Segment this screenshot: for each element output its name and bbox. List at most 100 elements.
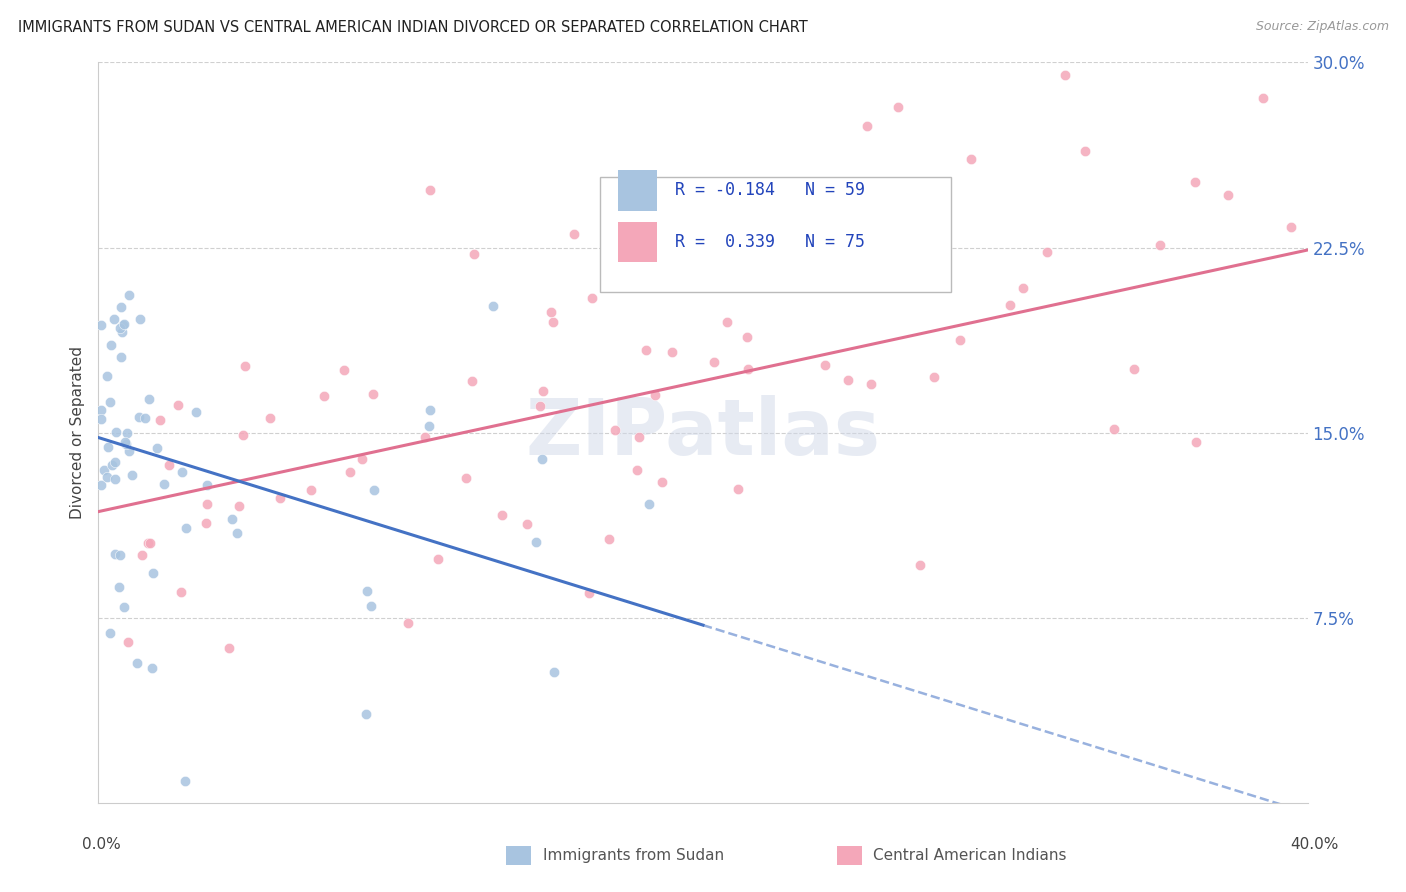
Point bbox=[104, 425, 127, 439]
Text: R = -0.184   N = 59: R = -0.184 N = 59 bbox=[675, 181, 865, 199]
Point bbox=[856, 119, 879, 133]
FancyBboxPatch shape bbox=[619, 169, 657, 211]
Point bbox=[90, 403, 112, 417]
Point bbox=[138, 392, 160, 406]
Point bbox=[960, 152, 983, 166]
Point bbox=[118, 444, 141, 458]
Point bbox=[194, 516, 217, 531]
Point bbox=[121, 468, 143, 483]
Point bbox=[419, 402, 441, 417]
Point bbox=[837, 373, 859, 387]
Point bbox=[628, 430, 651, 444]
Point bbox=[1123, 361, 1146, 376]
Point bbox=[350, 452, 373, 467]
Point bbox=[562, 227, 585, 242]
Point bbox=[108, 580, 131, 594]
Point bbox=[269, 491, 291, 506]
Point bbox=[225, 526, 247, 541]
Point bbox=[131, 549, 153, 563]
Point bbox=[949, 334, 972, 348]
Point bbox=[197, 497, 219, 511]
Point bbox=[112, 600, 135, 615]
Point bbox=[626, 463, 648, 477]
Point bbox=[524, 535, 547, 549]
Point bbox=[1279, 220, 1302, 235]
FancyBboxPatch shape bbox=[619, 221, 657, 262]
Point bbox=[169, 585, 191, 599]
Point bbox=[232, 427, 254, 442]
Point bbox=[128, 410, 150, 425]
Point bbox=[157, 458, 180, 472]
Point bbox=[90, 411, 112, 425]
Point bbox=[111, 318, 134, 332]
Point bbox=[1251, 91, 1274, 105]
Point bbox=[110, 548, 132, 562]
Point bbox=[93, 463, 115, 477]
Point bbox=[543, 665, 565, 679]
Point bbox=[603, 423, 626, 437]
Point bbox=[101, 458, 124, 472]
Point bbox=[651, 475, 673, 490]
Point bbox=[1149, 238, 1171, 252]
Y-axis label: Divorced or Separated: Divorced or Separated bbox=[70, 346, 86, 519]
Point bbox=[427, 551, 450, 566]
Point bbox=[530, 451, 553, 466]
Point bbox=[218, 640, 240, 655]
Point bbox=[153, 476, 176, 491]
Point bbox=[581, 291, 603, 305]
Point bbox=[333, 363, 356, 377]
Point bbox=[541, 315, 564, 329]
Point bbox=[860, 377, 883, 392]
Point bbox=[1102, 422, 1125, 436]
Point bbox=[221, 511, 243, 525]
Point bbox=[166, 397, 188, 411]
Point bbox=[998, 298, 1021, 312]
Point bbox=[363, 387, 385, 401]
Point bbox=[104, 547, 127, 561]
Point bbox=[114, 434, 136, 449]
Point bbox=[910, 257, 932, 271]
Point bbox=[96, 368, 118, 383]
Point bbox=[463, 247, 485, 261]
Point bbox=[396, 616, 419, 631]
Point bbox=[111, 325, 134, 339]
Point bbox=[638, 497, 661, 511]
Point bbox=[598, 532, 620, 546]
Point bbox=[110, 350, 132, 364]
Point bbox=[112, 317, 135, 331]
Point bbox=[139, 536, 162, 550]
Point bbox=[661, 344, 683, 359]
Point bbox=[110, 321, 132, 335]
Text: Central American Indians: Central American Indians bbox=[873, 848, 1067, 863]
Point bbox=[644, 388, 666, 402]
Text: ZIPatlas: ZIPatlas bbox=[526, 394, 880, 471]
Point bbox=[174, 774, 197, 789]
Point bbox=[97, 440, 120, 454]
Text: IMMIGRANTS FROM SUDAN VS CENTRAL AMERICAN INDIAN DIVORCED OR SEPARATED CORRELATI: IMMIGRANTS FROM SUDAN VS CENTRAL AMERICA… bbox=[18, 20, 808, 35]
Text: R =  0.339   N = 75: R = 0.339 N = 75 bbox=[675, 233, 865, 251]
Point bbox=[314, 389, 336, 403]
Point bbox=[100, 337, 122, 351]
Point bbox=[339, 465, 361, 479]
Point bbox=[103, 312, 125, 326]
Text: Source: ZipAtlas.com: Source: ZipAtlas.com bbox=[1256, 20, 1389, 33]
Point bbox=[174, 520, 197, 534]
Point bbox=[418, 419, 440, 434]
Point bbox=[90, 478, 112, 492]
Point bbox=[491, 508, 513, 523]
Point bbox=[90, 318, 112, 332]
Point bbox=[887, 100, 910, 114]
Point bbox=[104, 471, 127, 485]
Point bbox=[127, 656, 149, 670]
Point bbox=[110, 300, 132, 314]
Point bbox=[98, 626, 121, 640]
Point bbox=[228, 500, 250, 514]
Point bbox=[454, 471, 477, 485]
Point bbox=[117, 634, 139, 648]
Point bbox=[578, 586, 600, 600]
Point bbox=[531, 384, 554, 398]
Point bbox=[1074, 144, 1097, 158]
Point bbox=[814, 358, 837, 372]
Point bbox=[360, 599, 382, 614]
Point bbox=[146, 441, 169, 455]
